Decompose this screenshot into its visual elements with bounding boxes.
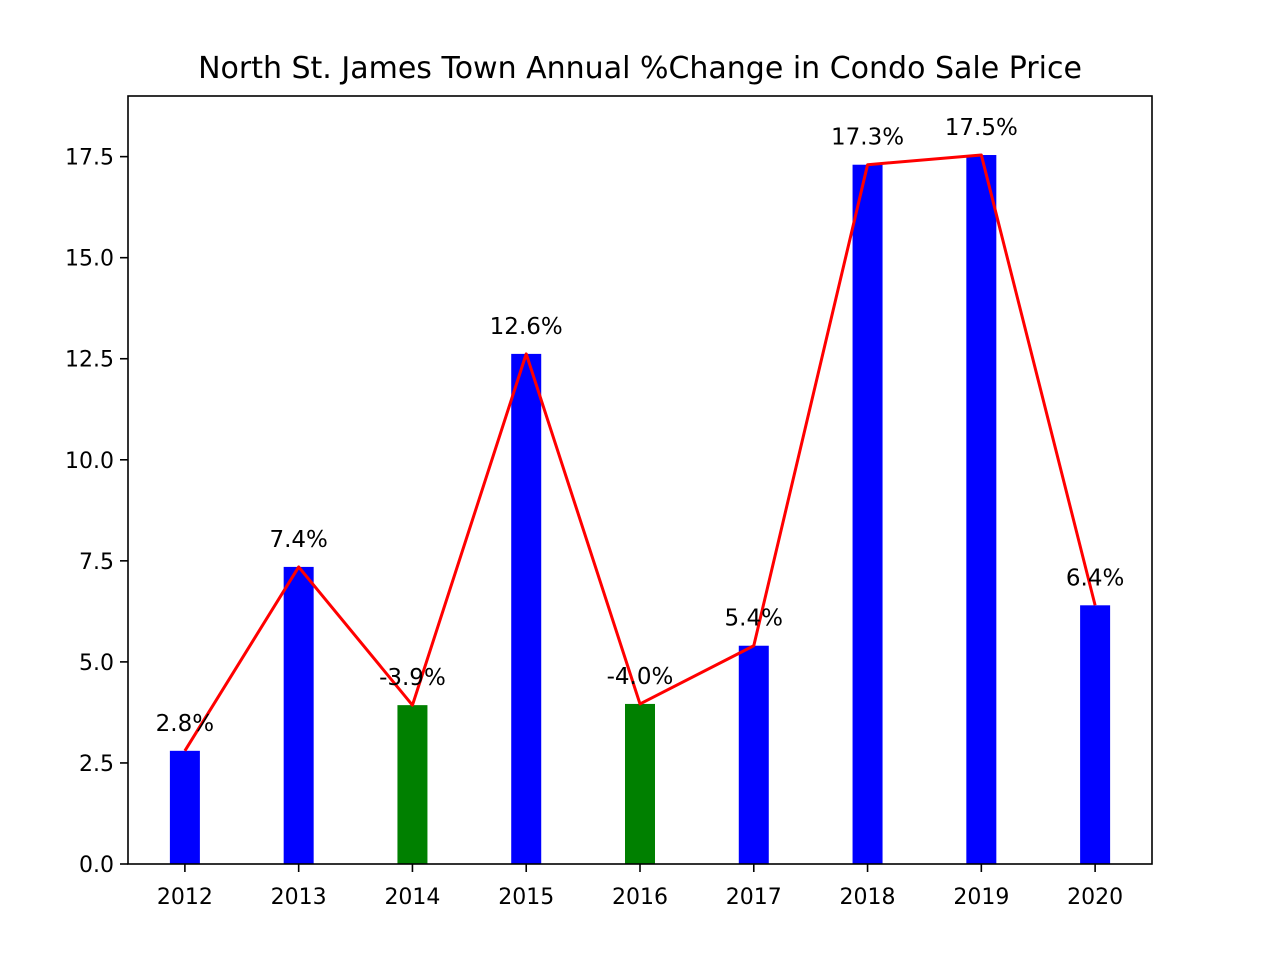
y-tick-label-5: 12.5 (65, 348, 114, 373)
x-axis: 2012 2013 2014 2015 2016 2017 2018 2019 2020 (157, 864, 1123, 910)
data-label-2016: -4.0% (607, 664, 674, 690)
bar-2015 (511, 353, 542, 864)
x-tick-label-2018: 2018 (840, 885, 896, 910)
data-label-2019: 17.5% (945, 115, 1018, 141)
data-label-2017: 5.4% (725, 606, 783, 632)
y-tick-label-7: 17.5 (65, 146, 114, 171)
y-tick-label-4: 10.0 (65, 449, 114, 474)
data-label-2020: 6.4% (1066, 565, 1124, 591)
bar-2013 (283, 566, 314, 864)
y-tick-label-3: 7.5 (79, 550, 114, 575)
y-axis: 0.0 2.5 5.0 7.5 10.0 12.5 15.0 17.5 (65, 146, 128, 878)
y-tick-label-2: 5.0 (79, 651, 114, 676)
x-tick-label-2013: 2013 (271, 885, 327, 910)
bar-2020 (1080, 605, 1111, 864)
x-tick-label-2019: 2019 (953, 885, 1009, 910)
chart-title: North St. James Town Annual %Change in C… (198, 51, 1082, 86)
plot-frame (127, 95, 1153, 865)
trend-line (183, 153, 1097, 752)
bar-2014 (397, 705, 428, 864)
data-label-2012: 2.8% (156, 711, 214, 737)
x-tick-label-2020: 2020 (1067, 885, 1123, 910)
x-tick-label-2014: 2014 (384, 885, 440, 910)
bars-layer (169, 155, 1111, 864)
x-tick-label-2016: 2016 (612, 885, 668, 910)
bar-2012 (169, 750, 200, 864)
bar-2016 (625, 703, 655, 864)
bar-2019 (966, 155, 997, 864)
bar-2017 (738, 645, 769, 864)
x-tick-label-2017: 2017 (726, 885, 782, 910)
line-layer (183, 153, 1097, 752)
data-label-2018: 17.3% (831, 125, 904, 151)
data-label-2015: 12.6% (490, 314, 563, 340)
data-label-2014: -3.9% (379, 665, 446, 691)
bar-2018 (852, 164, 883, 864)
data-labels-layer: 2.8% 7.4% -3.9% 12.6% -4.0% 5.4% 17.3% 17.5% 6.4… (156, 115, 1125, 737)
y-tick-label-1: 2.5 (79, 752, 114, 777)
x-tick-label-2012: 2012 (157, 885, 213, 910)
x-tick-label-2015: 2015 (498, 885, 554, 910)
data-label-2013: 7.4% (269, 527, 327, 553)
y-tick-label-0: 0.0 (79, 853, 114, 878)
y-tick-label-6: 15.0 (65, 247, 114, 272)
